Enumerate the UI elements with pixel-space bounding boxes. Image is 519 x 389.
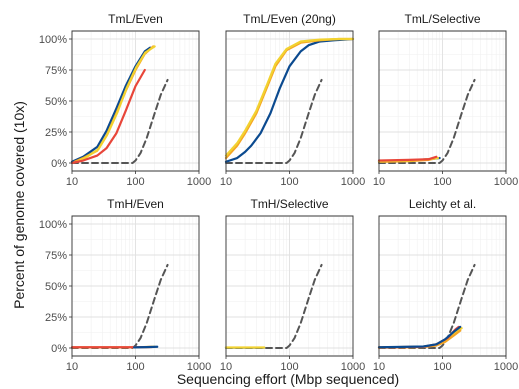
facet-title: TmL/Selective [404, 12, 480, 26]
facet-title: TmL/Even [108, 12, 163, 26]
facet-title: TmH/Even [107, 197, 164, 211]
facet-title: Leichty et al. [409, 197, 476, 211]
reference-dashed-line [71, 78, 169, 164]
x-tick-label: 100 [280, 176, 298, 188]
facet-panel: TmL/Selective 10 100 1000 [373, 12, 518, 188]
facet-title: TmL/Even (20ng) [243, 12, 336, 26]
x-tick-label: 100 [433, 176, 451, 188]
y-tick-label: 75% [45, 250, 67, 262]
series-line [70, 68, 146, 165]
y-tick-label: 0% [51, 343, 67, 355]
y-tick-label: 75% [45, 65, 67, 77]
x-tick-label: 1000 [187, 176, 211, 188]
series-line [224, 37, 355, 163]
y-tick-label: 0% [51, 158, 67, 170]
facet-panel: TmH/Selective 10 100 1000 [220, 197, 365, 373]
series-line [75, 45, 156, 163]
series-line [377, 155, 438, 162]
x-tick-label: 100 [280, 361, 298, 373]
x-tick-label: 1000 [494, 176, 518, 188]
reference-dashed-line [225, 263, 323, 349]
y-axis-title: Percent of genome covered (10x) [11, 101, 27, 309]
x-tick-label: 10 [220, 361, 232, 373]
x-tick-label: 100 [433, 361, 451, 373]
facet-panel: TmL/Even 10 100 1000 0% 25% 50% 75% 100% [39, 12, 211, 188]
facet-panel: TmH/Even 10 100 1000 0% 25% 50% 75% 100% [39, 197, 211, 373]
x-tick-label: 10 [66, 176, 78, 188]
x-tick-label: 10 [373, 361, 385, 373]
x-tick-label: 10 [66, 361, 78, 373]
x-tick-label: 1000 [341, 176, 365, 188]
y-tick-label: 50% [45, 96, 67, 108]
x-tick-label: 1000 [187, 361, 211, 373]
y-tick-label: 25% [45, 312, 67, 324]
x-tick-label: 1000 [494, 361, 518, 373]
facet-panel: Leichty et al. 10 100 1000 [373, 197, 518, 373]
y-tick-label: 50% [45, 281, 67, 293]
reference-dashed-line [378, 78, 476, 164]
reference-dashed-line [378, 263, 476, 349]
x-axis-title: Sequencing effort (Mbp sequenced) [177, 371, 399, 387]
y-tick-label: 100% [39, 34, 67, 46]
facet-panel: TmL/Even (20ng) 10 100 1000 [220, 12, 365, 188]
x-tick-label: 10 [220, 176, 232, 188]
series-line [224, 37, 355, 157]
series-line [132, 345, 159, 349]
x-tick-label: 1000 [341, 361, 365, 373]
reference-dashed-line [225, 78, 323, 164]
x-tick-label: 100 [126, 176, 144, 188]
x-tick-label: 10 [373, 176, 385, 188]
y-tick-label: 100% [39, 219, 67, 231]
facet-title: TmH/Selective [250, 197, 328, 211]
y-tick-label: 25% [45, 127, 67, 139]
x-tick-label: 100 [126, 361, 144, 373]
series-line [377, 325, 462, 349]
